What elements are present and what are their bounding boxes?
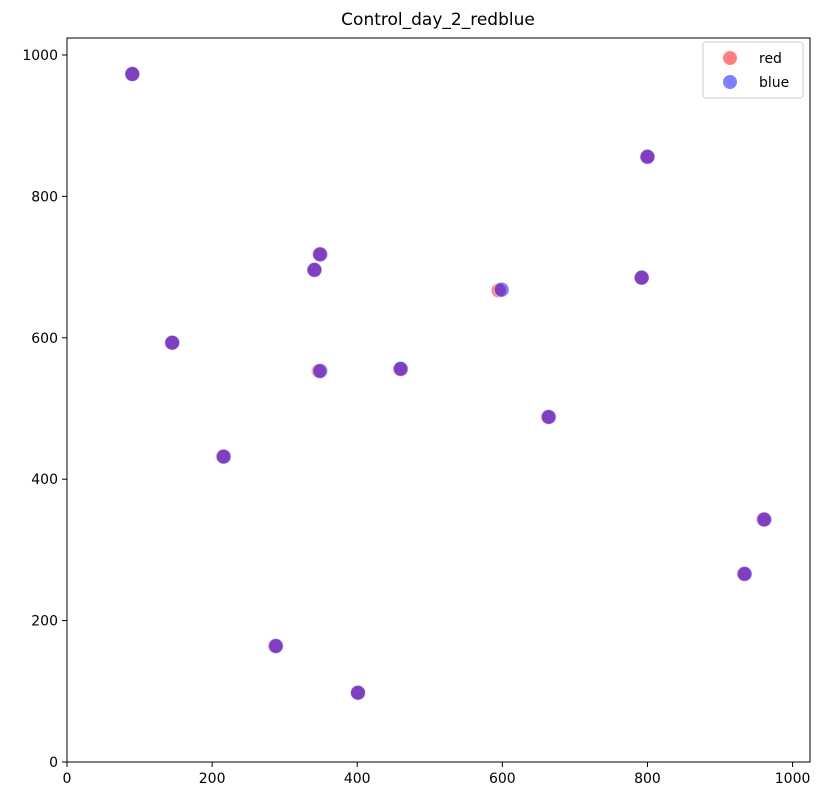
x-tick-label: 800 — [634, 771, 661, 787]
axes: 0 200 400 600 800 1000 0 200 400 600 800 1000 — [22, 37, 811, 787]
data-point-blue-9 — [540, 408, 557, 425]
legend-label-blue: blue — [759, 75, 789, 91]
x-tick-label: 0 — [63, 771, 72, 787]
y-tick-label: 1000 — [22, 48, 58, 64]
data-point-blue-0 — [124, 66, 141, 83]
data-point-blue-8 — [312, 363, 329, 380]
x-tick-label: 200 — [199, 771, 226, 787]
y-tick-label: 0 — [49, 755, 58, 771]
legend-marker-red — [722, 50, 738, 66]
x-tick-label: 1000 — [775, 771, 811, 787]
y-tick-label: 600 — [31, 331, 58, 347]
data-point-blue-6 — [164, 334, 181, 351]
legend-label-red: red — [759, 51, 782, 67]
plot-area — [124, 66, 773, 701]
data-point-blue-12 — [736, 565, 753, 582]
data-point-blue-1 — [639, 148, 656, 165]
data-point-blue-7 — [392, 360, 409, 377]
x-tick-label: 600 — [489, 771, 516, 787]
data-point-blue-2 — [312, 246, 329, 263]
y-tick-label: 200 — [31, 614, 58, 630]
legend-marker-blue — [722, 74, 738, 90]
x-tick-label: 400 — [344, 771, 371, 787]
data-point-blue-10 — [215, 448, 232, 465]
legend: red blue — [702, 41, 804, 99]
y-tick-label: 400 — [31, 472, 58, 488]
plot-frame — [66, 37, 811, 763]
data-point-blue-13 — [267, 638, 284, 655]
series-blue — [124, 66, 773, 701]
data-point-blue-11 — [756, 511, 773, 528]
data-point-blue-4 — [633, 269, 650, 286]
data-point-blue-5 — [493, 281, 510, 298]
data-point-blue-14 — [349, 684, 366, 701]
chart-title: Control_day_2_redblue — [341, 10, 535, 30]
y-tick-label: 800 — [31, 189, 58, 205]
data-point-blue-3 — [306, 261, 323, 278]
